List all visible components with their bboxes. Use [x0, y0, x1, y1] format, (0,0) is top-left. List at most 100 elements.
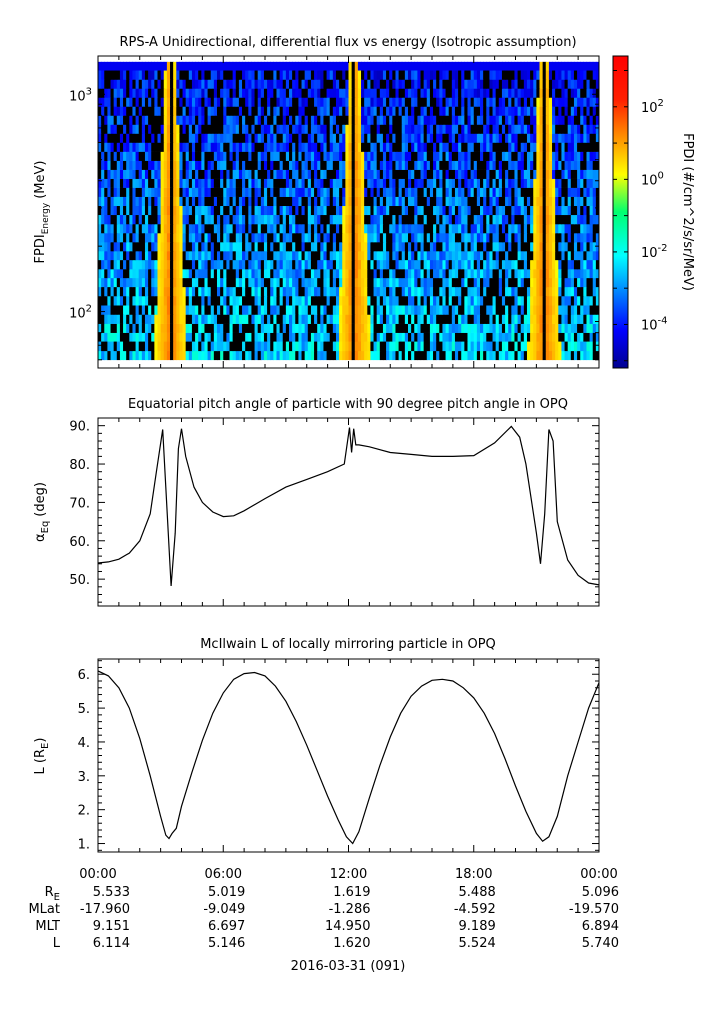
heatmap-cell	[235, 97, 240, 107]
heatmap-cell	[508, 169, 512, 179]
heatmap-cell	[448, 124, 453, 134]
heatmap-cell	[254, 79, 259, 89]
heatmap-cell	[235, 142, 240, 152]
heatmap-cell	[226, 142, 231, 152]
heatmap-cell	[207, 295, 212, 306]
heatmap-cell	[580, 242, 584, 252]
heatmap-cell	[260, 169, 265, 179]
heatmap-cell	[505, 124, 509, 134]
heatmap-cell	[113, 232, 118, 243]
heatmap-cell	[144, 115, 149, 125]
heatmap-cell	[442, 269, 447, 279]
heatmap-cell	[242, 332, 246, 342]
heatmap-cell	[583, 160, 588, 170]
heatmap-cell	[555, 196, 559, 207]
heatmap-cell	[386, 295, 390, 306]
heatmap-cell	[586, 277, 591, 288]
heatmap-cell	[257, 277, 262, 288]
heatmap-cell	[386, 314, 390, 324]
heatmap-cell	[533, 251, 537, 261]
heatmap-cell	[179, 286, 184, 297]
heatmap-cell	[392, 169, 397, 179]
heatmap-cell	[248, 79, 253, 89]
heatmap-cell	[398, 187, 403, 197]
heatmap-cell	[411, 115, 415, 125]
heatmap-cell	[260, 214, 265, 225]
heatmap-cell	[379, 232, 384, 243]
heatmap-cell	[498, 196, 503, 207]
spectrogram-title: RPS-A Unidirectional, differential flux …	[119, 35, 576, 50]
heatmap-cell	[548, 286, 553, 297]
heatmap-cell	[267, 205, 271, 216]
heatmap-cell	[464, 79, 469, 89]
heatmap-cell	[548, 350, 553, 361]
heatmap-cell	[216, 178, 221, 188]
heatmap-cell	[176, 142, 181, 152]
heatmap-cell	[392, 277, 397, 288]
heatmap-cell	[157, 205, 162, 216]
heatmap-cell	[567, 88, 572, 98]
heatmap-cell	[191, 79, 196, 89]
heatmap-cell	[335, 269, 340, 279]
heatmap-cell	[361, 214, 365, 225]
heatmap-cell	[151, 142, 155, 152]
heatmap-cell	[179, 269, 184, 279]
heatmap-cell	[583, 251, 588, 261]
heatmap-cell	[539, 305, 544, 315]
heatmap-cell	[436, 97, 440, 107]
heatmap-cell	[389, 97, 393, 107]
heatmap-cell	[148, 169, 152, 179]
heatmap-cell	[545, 178, 550, 188]
heatmap-cell	[113, 269, 118, 279]
heatmap-cell	[429, 269, 434, 279]
heatmap-cell	[423, 350, 428, 361]
heatmap-cell	[188, 259, 193, 270]
heatmap-cell	[329, 214, 334, 225]
heatmap-cell	[285, 323, 290, 333]
heatmap-cell	[270, 242, 274, 252]
heatmap-cell	[464, 124, 469, 134]
heatmap-cell	[492, 205, 497, 216]
heatmap-cell	[495, 286, 500, 297]
heatmap-cell	[552, 178, 556, 188]
heatmap-cell	[470, 305, 475, 315]
heatmap-cell	[254, 323, 259, 333]
heatmap-cell	[577, 269, 581, 279]
heatmap-cell	[573, 332, 578, 342]
heatmap-cell	[220, 97, 224, 107]
heatmap-cell	[426, 332, 431, 342]
heatmap-cell	[573, 160, 578, 170]
heatmap-cell	[451, 214, 456, 225]
heatmap-cell	[326, 205, 331, 216]
heatmap-cell	[401, 341, 406, 352]
heatmap-cell	[495, 242, 500, 252]
heatmap-cell	[495, 323, 500, 333]
heatmap-cell	[433, 169, 437, 179]
heatmap-cell	[307, 196, 312, 207]
heatmap-cell	[163, 305, 168, 315]
heatmap-cell	[188, 160, 193, 170]
heatmap-cell	[401, 242, 406, 252]
heatmap-cell	[310, 97, 315, 107]
heatmap-cell	[445, 133, 450, 143]
heatmap-cell	[151, 286, 155, 297]
heatmap-cell	[514, 323, 519, 333]
heatmap-cell	[317, 160, 321, 170]
heatmap-cell	[592, 269, 597, 279]
heatmap-cell	[210, 295, 215, 306]
heatmap-cell	[270, 79, 274, 89]
heatmap-cell	[173, 251, 177, 261]
heatmap-cell	[558, 79, 563, 89]
heatmap-cell	[476, 242, 481, 252]
heatmap-cell	[376, 106, 381, 116]
heatmap-cell	[501, 305, 506, 315]
heatmap-cell	[232, 187, 237, 197]
heatmap-cell	[198, 259, 202, 270]
heatmap-cell	[589, 259, 594, 270]
heatmap-cell	[289, 259, 293, 270]
heatmap-cell	[520, 251, 525, 261]
heatmap-cell	[420, 160, 425, 170]
heatmap-cell	[116, 70, 121, 80]
heatmap-cell	[332, 88, 337, 98]
heatmap-cell	[135, 251, 140, 261]
